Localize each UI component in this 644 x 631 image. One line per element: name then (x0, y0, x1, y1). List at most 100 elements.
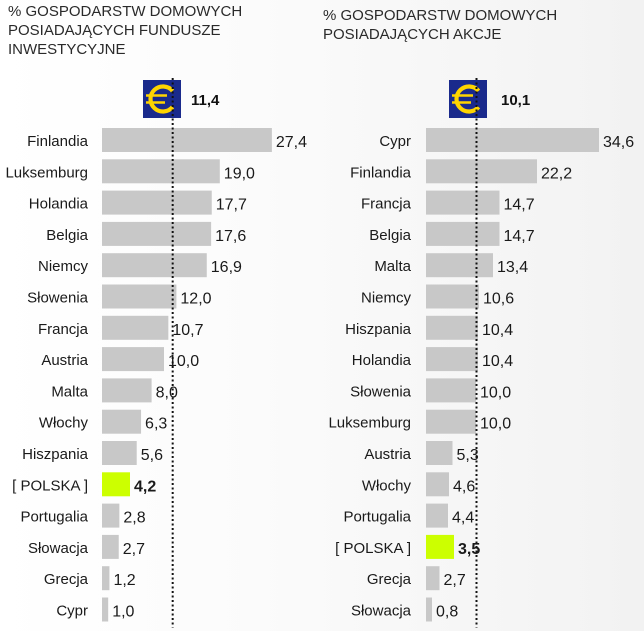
right-category-label: Portugalia (343, 509, 411, 526)
left-value-label: 2,8 (123, 510, 145, 527)
right-value-label: 2,7 (444, 572, 466, 589)
left-chart-title-line: % GOSPODARSTW DOMOWYCH (8, 3, 242, 20)
right-bar (426, 597, 432, 622)
right-value-label: 5,3 (457, 447, 479, 464)
right-bar (426, 284, 479, 309)
left-chart-title-line: POSIADAJĄCYCH FUNDUSZE (8, 22, 221, 39)
left-category-label: Cypr (56, 603, 88, 620)
right-category-label: Austria (364, 446, 411, 463)
left-value-label: 12,0 (180, 291, 211, 308)
left-value-label: 6,3 (145, 416, 167, 433)
right-category-label: Belgia (369, 227, 411, 244)
right-category-label: Francja (361, 196, 412, 213)
right-bar (426, 472, 449, 497)
left-bar (102, 472, 130, 497)
right-category-label: Finlandia (350, 164, 412, 181)
right-reference-label: 10,1 (501, 92, 530, 109)
right-bar (426, 409, 476, 434)
left-value-label: 1,2 (113, 572, 135, 589)
right-category-label: Słowenia (350, 383, 412, 400)
right-bar (426, 347, 478, 372)
left-category-label: Słowenia (27, 290, 89, 307)
right-bar (426, 190, 500, 215)
left-value-label: 2,7 (123, 541, 145, 558)
right-category-label: Malta (374, 258, 411, 275)
left-value-label: 4,2 (134, 478, 156, 495)
right-category-label: Cypr (379, 133, 411, 150)
right-bar (426, 128, 599, 152)
right-bar (426, 253, 493, 278)
right-value-label: 14,7 (504, 197, 535, 214)
right-bar (426, 378, 476, 403)
left-bar (102, 190, 212, 215)
right-bar (426, 534, 454, 559)
left-category-label: Austria (41, 352, 88, 369)
right-bar (426, 159, 537, 184)
right-bar (426, 441, 453, 465)
right-chart-title-line: % GOSPODARSTW DOMOWYCH (323, 7, 557, 24)
left-bar (102, 221, 212, 246)
left-category-label: Belgia (46, 227, 88, 244)
right-bar (426, 566, 440, 591)
right-value-label: 3,5 (458, 541, 480, 558)
right-category-label: Grecja (367, 571, 412, 588)
right-value-label: 10,0 (480, 416, 511, 433)
left-value-label: 19,0 (224, 165, 255, 182)
right-bar (426, 315, 478, 340)
left-reference-label: 11,4 (191, 92, 220, 109)
left-value-label: 27,4 (276, 134, 307, 151)
left-category-label: Finlandia (27, 133, 89, 150)
right-bar (426, 221, 500, 246)
right-category-label: Luksemburg (328, 415, 411, 432)
left-value-label: 10,7 (172, 322, 203, 339)
left-category-label: Malta (51, 383, 88, 400)
right-value-label: 10,4 (482, 353, 513, 370)
right-category-label: Słowacja (351, 603, 412, 620)
left-bar (102, 253, 207, 278)
left-bar (102, 503, 120, 528)
left-value-label: 16,9 (211, 259, 242, 276)
left-bar (102, 284, 177, 309)
left-bar (102, 441, 137, 465)
right-chart-title-line: POSIADAJĄCYCH AKCJE (323, 26, 501, 43)
left-category-label: Holandia (29, 196, 89, 213)
left-bar (102, 534, 119, 559)
left-bar (102, 159, 220, 184)
right-category-label: Włochy (362, 477, 412, 494)
right-category-label: Hiszpania (345, 321, 412, 338)
left-chart-title-line: INWESTYCYJNE (8, 41, 126, 58)
right-category-label: [ POLSKA ] (335, 540, 411, 557)
left-bar (102, 409, 142, 434)
left-category-label: Hiszpania (22, 446, 89, 463)
left-value-label: 17,7 (216, 197, 247, 214)
right-value-label: 34,6 (603, 134, 634, 151)
left-category-label: Luksemburg (5, 164, 88, 181)
left-bar (102, 566, 110, 591)
left-bar (102, 597, 109, 622)
left-value-label: 8,0 (156, 384, 178, 401)
left-category-label: [ POLSKA ] (12, 477, 88, 494)
left-bar (102, 378, 152, 403)
right-value-label: 0,8 (436, 604, 458, 621)
right-value-label: 4,4 (452, 510, 474, 527)
right-value-label: 10,4 (482, 322, 513, 339)
left-value-label: 10,0 (168, 353, 199, 370)
left-bar (102, 128, 272, 152)
right-value-label: 10,0 (480, 384, 511, 401)
right-category-label: Holandia (352, 352, 412, 369)
right-category-label: Niemcy (361, 290, 412, 307)
right-value-label: 13,4 (497, 259, 528, 276)
right-value-label: 22,2 (541, 165, 572, 182)
right-value-label: 10,6 (483, 291, 514, 308)
left-category-label: Włochy (39, 415, 89, 432)
right-euro-symbol-arc (454, 84, 481, 114)
left-bar (102, 347, 164, 372)
left-value-label: 5,6 (141, 447, 163, 464)
left-category-label: Niemcy (38, 258, 89, 275)
left-value-label: 1,0 (112, 604, 134, 621)
right-bar (426, 503, 448, 528)
left-category-label: Francja (38, 321, 89, 338)
left-bar (102, 315, 169, 340)
left-category-label: Słowacja (28, 540, 89, 557)
